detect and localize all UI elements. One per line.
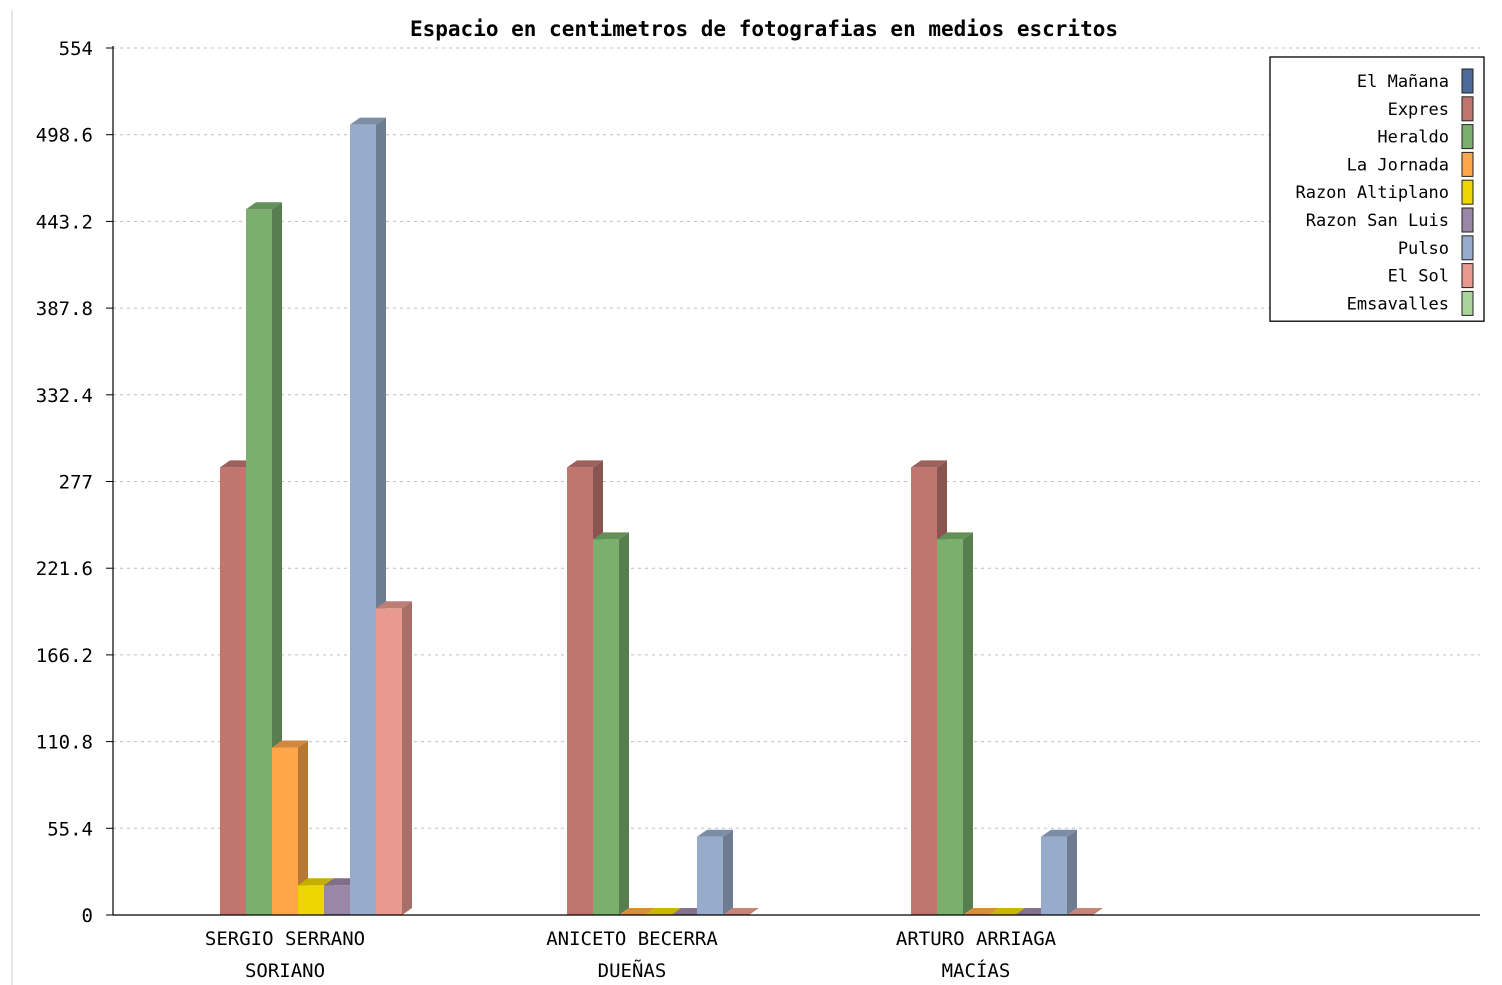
legend-swatch	[1461, 207, 1474, 233]
bar-top-face	[298, 878, 334, 886]
x-tick-label: ANICETO BECERRA DUEÑAS	[546, 928, 718, 982]
legend-swatch	[1461, 151, 1474, 177]
bar	[1067, 908, 1103, 915]
bar-zero-marker	[723, 908, 759, 915]
bar-front-face	[246, 209, 272, 916]
legend-swatch	[1461, 68, 1474, 94]
y-tick-label: 55.4	[47, 818, 93, 840]
x-tick-label: ARTURO ARRIAGA MACÍAS	[896, 928, 1057, 982]
bar-side-face	[402, 601, 412, 915]
bar-zero-marker	[963, 908, 999, 915]
legend-label: Razon Altiplano	[1295, 183, 1449, 203]
bar-side-face	[723, 829, 733, 915]
y-tick-label: 387.8	[36, 298, 93, 320]
legend-label: Expres	[1388, 100, 1449, 120]
x-tick-label: SERGIO SERRANO SORIANO	[205, 928, 365, 982]
legend-item: La Jornada	[1347, 151, 1474, 177]
bar	[937, 532, 973, 915]
bar	[989, 908, 1025, 915]
bar-front-face	[937, 539, 963, 915]
bar-front-face	[593, 539, 619, 915]
legend-item: Razon San Luis	[1306, 207, 1474, 233]
bar-front-face	[220, 467, 246, 915]
legend-swatch	[1461, 179, 1474, 205]
bar	[963, 908, 999, 915]
bar-front-face	[567, 467, 593, 915]
bar-front-face	[1041, 836, 1067, 915]
legend-box	[1269, 56, 1485, 322]
bar-zero-marker	[1067, 908, 1103, 915]
bar-front-face	[324, 885, 350, 915]
bar-front-face	[911, 467, 937, 915]
legend-label: Heraldo	[1377, 128, 1449, 148]
legend: El Mañana Expres Heraldo La Jornada Razon Al…	[1269, 56, 1485, 322]
legend-item: Pulso	[1398, 235, 1474, 261]
bar	[272, 740, 308, 915]
y-tick-label: 110.8	[36, 732, 93, 754]
chart-title: Espacio en centimetros de fotografias en…	[410, 17, 1118, 41]
bar-top-face	[1041, 829, 1077, 837]
bar	[697, 829, 733, 915]
bar	[645, 908, 681, 915]
bars	[220, 117, 1103, 916]
legend-label: Emsavalles	[1347, 294, 1449, 314]
y-tick-label: 0	[82, 905, 93, 927]
legend-item: Expres	[1388, 96, 1474, 122]
bar	[376, 601, 412, 915]
legend-label: Pulso	[1398, 239, 1449, 259]
bar-top-face	[376, 601, 412, 609]
bar	[593, 532, 629, 915]
legend-item: El Sol	[1388, 263, 1474, 289]
bar-side-face	[619, 532, 629, 915]
bar-top-face	[567, 460, 603, 468]
legend-swatch	[1461, 235, 1474, 261]
bar-front-face	[272, 747, 298, 915]
y-tick-label: 221.6	[36, 558, 93, 580]
bar-front-face	[376, 608, 402, 915]
bar-zero-marker	[619, 908, 655, 915]
bar-side-face	[298, 740, 308, 915]
y-tick-label: 443.2	[36, 211, 93, 233]
bar-top-face	[697, 829, 733, 837]
bar-zero-marker	[989, 908, 1025, 915]
bar-top-face	[937, 532, 973, 540]
legend-item: Heraldo	[1377, 124, 1474, 150]
y-tick-label: 277	[59, 472, 93, 494]
bar	[246, 202, 282, 916]
legend-swatch	[1461, 263, 1474, 289]
legend-item: El Mañana	[1357, 68, 1474, 94]
bar	[619, 908, 655, 915]
y-tick-label: 166.2	[36, 645, 93, 667]
legend-label: El Sol	[1388, 267, 1449, 287]
y-tick-label: 498.6	[36, 125, 93, 147]
bar-top-face	[246, 202, 282, 210]
bar-top-face	[272, 740, 308, 748]
legend-swatch	[1461, 124, 1474, 150]
bar	[723, 908, 759, 915]
bar-front-face	[298, 885, 324, 915]
y-tick-label: 554	[59, 38, 93, 60]
bar-side-face	[272, 202, 282, 916]
legend-swatch	[1461, 290, 1474, 316]
bar-front-face	[697, 836, 723, 915]
legend-swatch	[1461, 96, 1474, 122]
bar-zero-marker	[645, 908, 681, 915]
bar-side-face	[1067, 829, 1077, 915]
y-tick-label: 332.4	[36, 385, 93, 407]
bar-side-face	[963, 532, 973, 915]
bar-front-face	[350, 124, 376, 916]
legend-item: Razon Altiplano	[1295, 179, 1474, 205]
legend-label: Razon San Luis	[1306, 211, 1449, 231]
legend-item: Emsavalles	[1347, 290, 1474, 316]
bar	[1041, 829, 1077, 915]
legend-label: La Jornada	[1347, 155, 1449, 175]
bar-top-face	[911, 460, 947, 468]
legend-label: El Mañana	[1357, 72, 1449, 92]
bar-top-face	[350, 117, 386, 125]
bar-top-face	[593, 532, 629, 540]
axes: 0 55.4 110.8 166.2 221.6 277 332.4 387.8 443.2 49…	[36, 38, 1480, 982]
